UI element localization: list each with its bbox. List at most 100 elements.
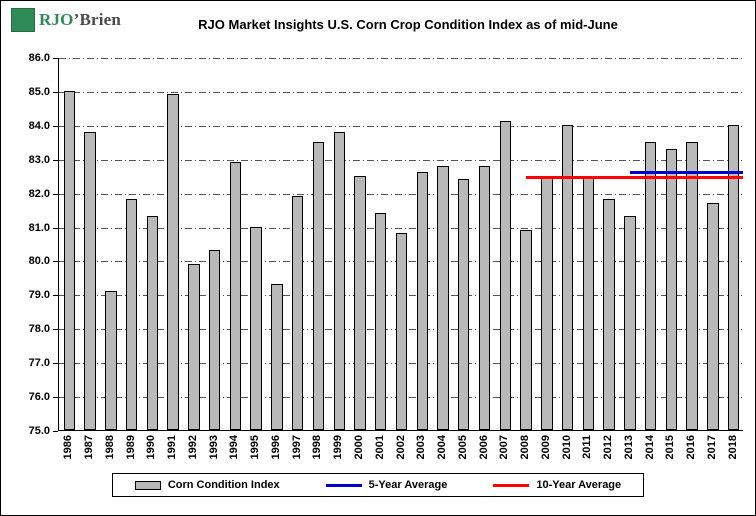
y-axis-label: 76.0 (28, 391, 50, 404)
gridline (59, 58, 743, 59)
bar-1997 (292, 196, 304, 430)
x-axis-label-2018: 2018 (726, 435, 739, 460)
y-axis-tick (53, 397, 58, 399)
legend-box: Corn Condition Index 5-Year Average 10-Y… (111, 473, 645, 497)
x-axis-label-1989: 1989 (124, 435, 137, 460)
bar-2004 (437, 165, 449, 430)
x-axis-label-1991: 1991 (166, 435, 179, 460)
y-axis-tick (53, 363, 58, 365)
y-axis-tick (53, 125, 58, 127)
five-year-average-line-swatch-icon (325, 483, 362, 487)
gridline (59, 193, 743, 195)
y-axis-tick (53, 261, 58, 263)
y-axis-label: 85.0 (28, 85, 50, 98)
gridline (59, 227, 743, 229)
ten-year-average-line (526, 175, 743, 179)
x-axis-label-2006: 2006 (477, 435, 490, 460)
x-axis-label-2000: 2000 (352, 435, 365, 460)
bar-1994 (229, 162, 242, 430)
bar-2012 (603, 199, 615, 430)
bar-1987 (84, 131, 96, 430)
x-axis-label-2004: 2004 (436, 435, 448, 460)
bar-1993 (208, 250, 221, 430)
x-axis-label-2001: 2001 (373, 435, 386, 460)
ten-year-average-line-swatch-icon (493, 483, 530, 487)
legend-label: 10-Year Average (536, 479, 622, 491)
x-axis-label-1994: 1994 (228, 435, 241, 460)
x-axis-label-2009: 2009 (539, 435, 552, 460)
bar-1990 (146, 216, 159, 430)
y-axis-tick (53, 431, 58, 432)
y-axis-label: 83.0 (28, 153, 50, 166)
legend-item-10-year-average: 10-Year Average (493, 479, 621, 491)
y-axis-tick (53, 329, 58, 331)
x-axis-label-2002: 2002 (394, 435, 407, 460)
legend-item-corn-condition-index: Corn Condition Index (134, 479, 280, 491)
x-axis-label-1986: 1986 (62, 435, 75, 460)
x-axis-label-1993: 1993 (207, 435, 220, 460)
bar-2018 (727, 124, 740, 430)
bar-1999 (333, 131, 345, 430)
x-axis-label-2005: 2005 (456, 435, 469, 460)
plot-area (58, 58, 743, 431)
x-axis-label-1992: 1992 (186, 435, 199, 460)
y-axis-label: 79.0 (28, 289, 50, 302)
bar-2011 (582, 175, 595, 430)
bar-1986 (63, 90, 76, 430)
y-axis-label: 77.0 (28, 357, 50, 370)
y-axis-label: 81.0 (28, 221, 50, 234)
x-axis-label-2012: 2012 (602, 435, 615, 460)
bar-2002 (395, 233, 408, 430)
bar-2001 (375, 212, 387, 430)
x-axis-label-1987: 1987 (83, 435, 96, 460)
y-axis-label: 82.0 (28, 187, 50, 200)
bar-2007 (499, 121, 511, 430)
gridline (59, 91, 743, 93)
x-axis-label-2016: 2016 (685, 435, 698, 460)
x-axis-label-1996: 1996 (269, 435, 282, 460)
x-axis-label-2010: 2010 (560, 435, 573, 460)
y-axis-label: 80.0 (28, 255, 50, 268)
legend: Corn Condition Index 5-Year Average 10-Y… (1, 473, 755, 497)
bar-2013 (624, 216, 636, 430)
bar-2003 (416, 172, 428, 430)
bar-2015 (665, 148, 678, 430)
x-axis-label-1997: 1997 (290, 435, 303, 460)
bar-2014 (644, 141, 657, 430)
bar-2008 (520, 229, 532, 430)
bar-2006 (478, 165, 491, 430)
x-axis-label-2015: 2015 (664, 435, 677, 460)
bar-1996 (271, 284, 283, 430)
bar-2009 (541, 175, 553, 430)
y-axis-tick (53, 227, 58, 229)
y-axis-label: 84.0 (28, 119, 50, 132)
bar-1988 (105, 290, 117, 430)
x-axis-label-2014: 2014 (643, 435, 656, 460)
bar-2016 (686, 141, 698, 430)
bar-2005 (458, 179, 470, 430)
gridline (59, 159, 743, 161)
x-axis-label-2003: 2003 (415, 435, 428, 460)
five-year-average-line (629, 170, 743, 174)
y-axis-tick (53, 58, 58, 59)
logo-text-brien: ’Brien (73, 10, 122, 29)
y-axis-tick (53, 91, 58, 93)
y-axis-tick (53, 159, 58, 161)
y-axis-tick (53, 295, 58, 297)
x-axis-label-2017: 2017 (705, 435, 718, 460)
bar-1998 (312, 141, 325, 430)
legend-label: Corn Condition Index (167, 479, 280, 491)
chart-title: RJO Market Insights U.S. Corn Crop Condi… (198, 17, 618, 32)
bar-1989 (125, 199, 138, 430)
bar-2000 (354, 175, 366, 430)
bar-1991 (167, 94, 179, 430)
legend-label: 5-Year Average (368, 479, 448, 491)
logo-text-rjo: RJO (39, 10, 74, 29)
legend-item-5-year-average: 5-Year Average (325, 479, 448, 491)
bar-2010 (561, 124, 574, 430)
bar-1992 (188, 263, 200, 430)
rjo-obrien-logo: RJO’Brien (11, 8, 121, 32)
x-axis-label-1995: 1995 (249, 435, 262, 460)
